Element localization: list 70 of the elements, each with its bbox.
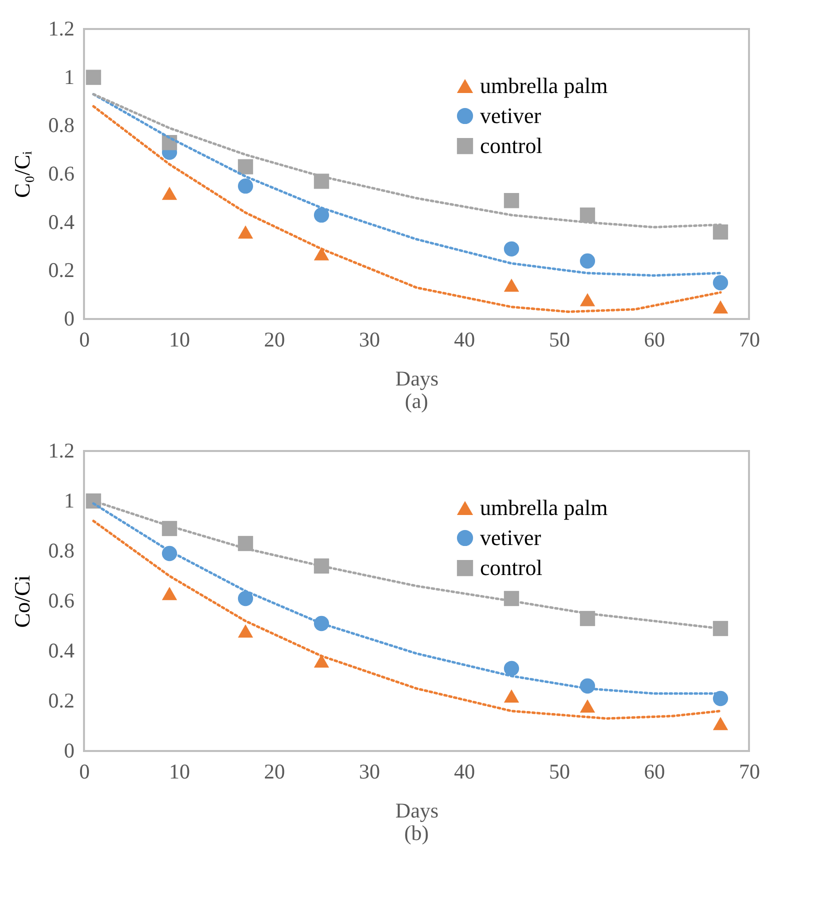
x-tick-label: 50 [549,760,570,784]
point [238,225,254,239]
legend-label: vetiver [480,103,542,128]
y-tick-label: 0.2 [48,688,74,712]
point [580,293,596,306]
x-tick-label: 50 [549,328,570,352]
legend-label: control [480,555,542,580]
y-tick-label: 0 [64,738,74,762]
y-tick-label: 0.4 [48,210,75,234]
point [504,689,520,703]
legend-label: umbrella palm [480,73,608,98]
legend-label: control [480,133,542,158]
point [86,70,102,85]
y-tick-label: 0.8 [48,538,74,562]
point [712,620,728,636]
y-tick-label: 0.4 [48,638,75,662]
point [712,716,728,730]
point [238,178,254,194]
x-tick-label: 20 [264,760,285,784]
point [504,278,520,292]
point [580,208,596,223]
x-tick-label: 0 [79,760,90,784]
x-tick-label: 70 [739,760,760,784]
x-axis-title: Days [395,366,439,390]
point [712,224,728,240]
legend-label: umbrella palm [480,495,608,520]
y-tick-label: 1.2 [48,16,74,40]
point [314,247,330,260]
x-tick-label: 0 [79,328,90,352]
point [712,690,728,706]
x-tick-label: 10 [169,328,190,352]
x-tick-label: 40 [454,328,475,352]
point [712,275,728,290]
text: (a) [404,389,428,413]
y-tick-label: 0 [64,306,74,330]
point [314,654,330,668]
point [504,193,520,208]
x-tick-label: 70 [739,328,760,352]
line-series [92,520,722,720]
point [504,241,520,256]
point [580,253,596,269]
point [314,208,330,223]
point [162,586,178,600]
x-axis-title: Days [395,798,439,822]
y-tick-label: 0.6 [48,162,74,186]
y-tick-label: 0.6 [48,588,74,612]
x-tick-label: 40 [454,760,475,784]
point [712,300,728,314]
y-tick-label: 0.2 [48,258,74,282]
point [238,624,254,638]
x-tick-label: 30 [359,328,380,352]
point [580,699,596,713]
point [238,159,254,174]
point [238,590,254,606]
point [504,660,520,676]
x-tick-label: 30 [359,760,380,784]
y-axis-title: C₀/Cᵢ [9,150,34,198]
text: (b) [404,821,429,845]
y-tick-label: 1 [64,488,74,512]
y-tick-label: 1.2 [48,438,74,462]
x-tick-label: 20 [264,328,285,352]
legend-label: vetiver [480,525,542,550]
y-tick-label: 1 [64,64,74,89]
point [162,186,178,200]
x-tick-label: 60 [644,328,665,352]
x-tick-label: 60 [644,760,665,784]
line-series [92,105,722,313]
x-tick-label: 10 [169,760,190,784]
y-tick-label: 0.8 [48,113,74,138]
y-axis-title: Co/Ci [9,575,34,628]
